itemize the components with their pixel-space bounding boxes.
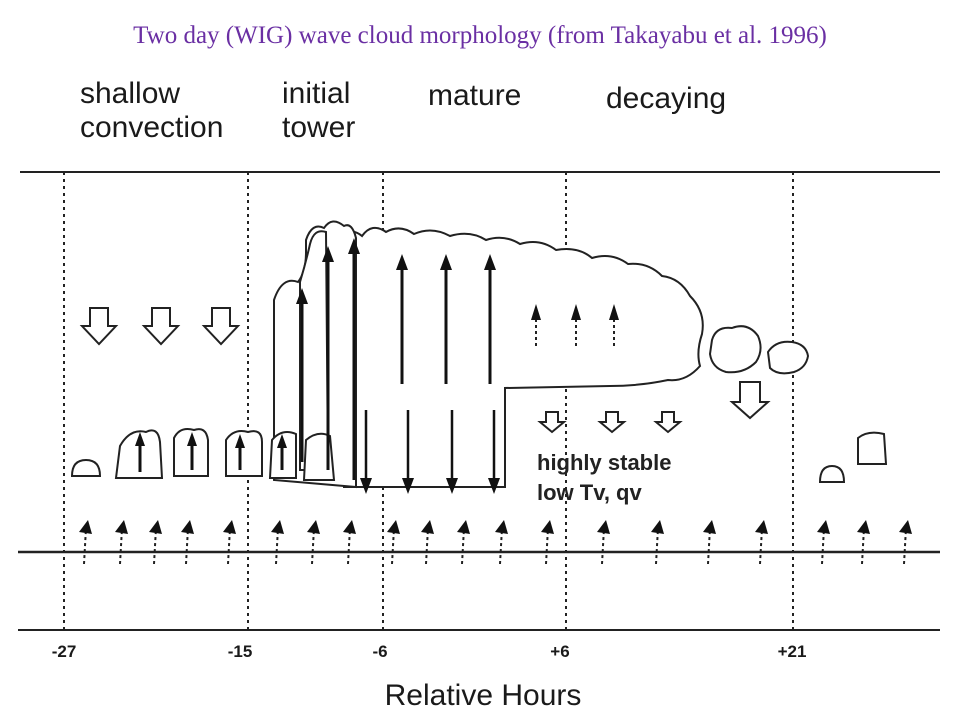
subsidence-arrow xyxy=(597,411,627,434)
wind-barb xyxy=(597,520,610,565)
updraft-arrow xyxy=(396,254,408,384)
shallow-cloud xyxy=(857,431,888,465)
mature-cloud-anvil xyxy=(343,226,704,488)
updraft-arrow xyxy=(187,432,197,470)
downdraft-arrow xyxy=(488,410,500,494)
wind-barb xyxy=(115,520,128,565)
subsidence-arrow xyxy=(201,307,241,346)
figure-title: Two day (WIG) wave cloud morphology (fro… xyxy=(133,22,827,49)
wind-barb xyxy=(271,520,284,565)
downdraft-arrow xyxy=(402,410,414,494)
annotation-line2: low Tv, qv xyxy=(537,480,642,505)
wind-barb xyxy=(703,520,716,565)
stage-decaying: decaying xyxy=(606,82,726,115)
stage-initial-line1: initial xyxy=(282,77,350,110)
updraft-arrow xyxy=(277,434,287,470)
wind-barb xyxy=(223,520,236,565)
wind-barb xyxy=(857,520,870,565)
wind-barb xyxy=(817,520,830,565)
wind-barb xyxy=(343,520,356,565)
stage-initial-line2: tower xyxy=(282,111,355,144)
tick-label: -27 xyxy=(52,642,77,661)
updraft-arrow xyxy=(135,432,145,472)
stage-mature: mature xyxy=(428,79,521,112)
tick-label: +21 xyxy=(778,642,807,661)
updraft-arrow xyxy=(296,288,308,462)
wind-barb xyxy=(457,520,470,565)
wind-barb xyxy=(181,520,194,565)
wind-barb xyxy=(307,520,320,565)
tick-label: -15 xyxy=(228,642,253,661)
shallow-cloud xyxy=(225,430,263,477)
updraft-arrow xyxy=(235,434,245,470)
stage-shallow-line1: shallow xyxy=(80,77,180,110)
weak-updraft-arrow xyxy=(609,304,619,346)
decaying-cloud-2 xyxy=(766,340,810,375)
wind-barb xyxy=(651,520,664,565)
axis-label: Relative Hours xyxy=(385,679,582,712)
tick-label: -6 xyxy=(372,642,387,661)
updraft-arrow xyxy=(440,254,452,384)
wind-barb xyxy=(149,520,162,565)
wind-barb xyxy=(755,520,768,565)
surface-wind-barbs xyxy=(79,520,912,565)
stage-shallow-line2: convection xyxy=(80,111,223,144)
wind-barb xyxy=(899,520,912,565)
subsidence-arrow xyxy=(537,411,567,434)
shallow-cloud xyxy=(70,458,102,477)
wind-barb xyxy=(79,520,92,565)
shallow-cloud xyxy=(818,464,846,483)
subsidence-arrow xyxy=(79,307,119,346)
tick-label: +6 xyxy=(550,642,569,661)
subsidence-arrow xyxy=(141,307,181,346)
weak-updraft-arrow xyxy=(531,304,541,346)
updraft-arrow xyxy=(484,254,496,384)
subsidence-arrow xyxy=(653,411,683,434)
subsidence-arrow xyxy=(729,381,771,420)
annotation-line1: highly stable xyxy=(537,450,671,475)
updraft-arrow xyxy=(348,238,360,480)
downdraft-arrow xyxy=(446,410,458,494)
wind-barb xyxy=(387,520,400,565)
wind-barb xyxy=(541,520,554,565)
wind-barb xyxy=(421,520,434,565)
tower-cell xyxy=(299,230,330,471)
updraft-arrow xyxy=(322,246,334,470)
wind-barb xyxy=(495,520,508,565)
downdraft-arrow xyxy=(360,410,372,494)
decaying-cloud-1 xyxy=(708,325,762,374)
weak-updraft-arrow xyxy=(571,304,581,346)
